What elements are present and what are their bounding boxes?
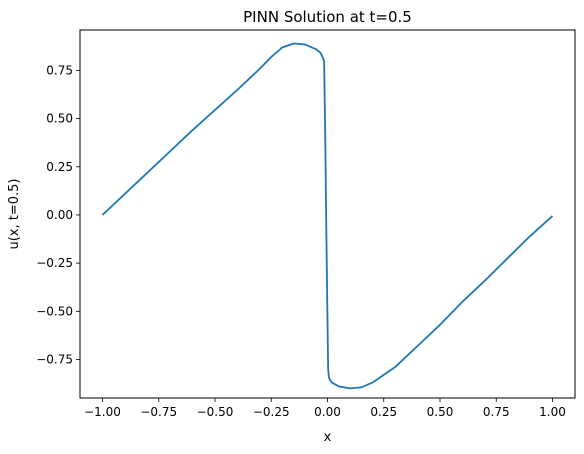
chart-title: PINN Solution at t=0.5: [243, 8, 412, 26]
y-tick-label: 0.50: [46, 112, 73, 126]
x-tick-label: −0.75: [140, 405, 177, 419]
y-axis-label: u(x, t=0.5): [7, 178, 22, 249]
y-tick-label: −0.75: [36, 352, 73, 366]
y-tick-label: 0.25: [46, 160, 73, 174]
x-ticks: −1.00 −0.75 −0.50 −0.25 0.00 0.25 0.50 0.75 1.00: [84, 398, 566, 419]
series-layer: [101, 42, 554, 390]
x-tick-label: −1.00: [84, 405, 121, 419]
y-tick-label: 0.00: [46, 208, 73, 222]
x-tick-label: 0.25: [370, 405, 397, 419]
x-tick-label: 0.50: [427, 405, 454, 419]
x-axis-label: x: [324, 430, 332, 445]
x-tick-label: 0.00: [314, 405, 341, 419]
y-axis-label-group: u(x, t=0.5): [7, 178, 22, 249]
y-ticks: −0.75 −0.50 −0.25 0.00 0.25 0.50 0.75: [36, 63, 80, 366]
x-tick-label: −0.25: [253, 405, 290, 419]
series-line: [101, 42, 554, 390]
x-tick-label: −0.50: [197, 405, 234, 419]
x-tick-label: 1.00: [539, 405, 566, 419]
x-tick-label: 0.75: [483, 405, 510, 419]
y-tick-label: 0.75: [46, 63, 73, 77]
y-tick-label: −0.50: [36, 304, 73, 318]
y-tick-label: −0.25: [36, 256, 73, 270]
plot-area-frame: [79, 29, 576, 399]
